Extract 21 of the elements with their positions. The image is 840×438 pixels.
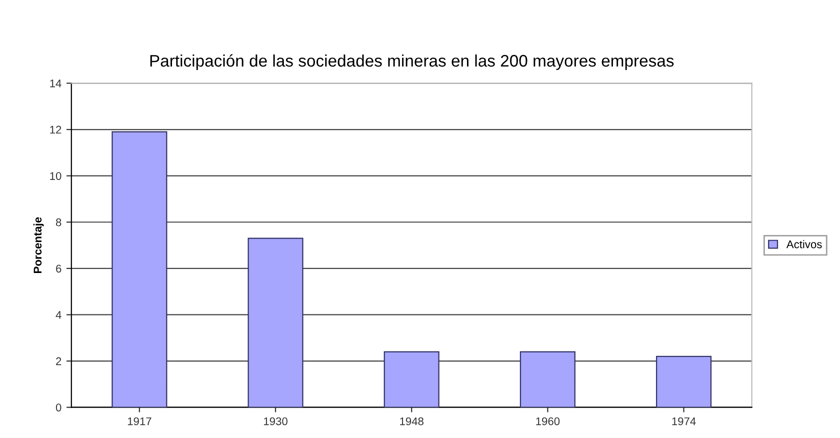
bar	[384, 351, 440, 408]
y-tick-label: 0	[56, 404, 62, 412]
y-tick-label: 4	[56, 311, 62, 319]
y-tick-label: 6	[56, 264, 62, 273]
bar	[520, 351, 576, 408]
legend-label: Activos	[786, 240, 822, 248]
x-tick-label: 1974	[672, 417, 696, 426]
bar	[248, 238, 304, 408]
x-tick-label: 1948	[400, 417, 424, 426]
chart-title: Participación de las sociedades mineras en las 200 mayores empresas	[150, 54, 674, 70]
y-tick-label: 14	[50, 80, 62, 88]
y-tick-label: 12	[50, 126, 62, 134]
bar	[656, 356, 712, 408]
x-tick-label: 1930	[264, 417, 288, 426]
x-tick-label: 1917	[128, 417, 152, 426]
x-tick-label: 1960	[536, 417, 560, 426]
y-axis-title: Porcentaje	[33, 217, 44, 273]
y-tick-label: 8	[56, 218, 62, 226]
bar	[112, 131, 168, 408]
y-tick-label: 10	[50, 172, 62, 180]
y-tick-label: 2	[56, 357, 62, 366]
